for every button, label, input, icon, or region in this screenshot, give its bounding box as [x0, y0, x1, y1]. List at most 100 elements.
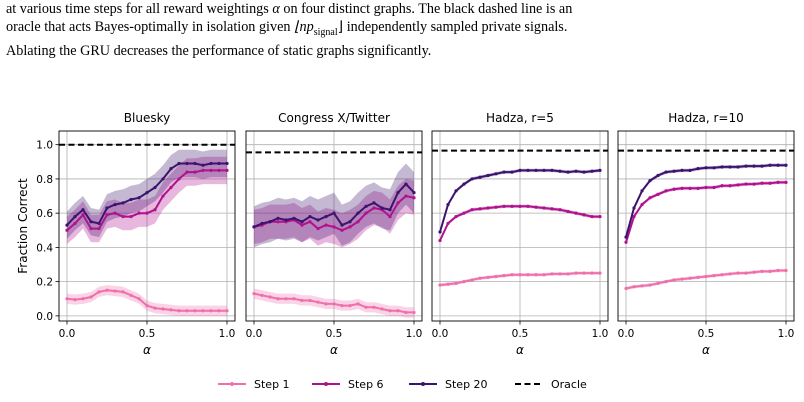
data-point-step1 — [356, 302, 360, 306]
data-point-step20 — [632, 206, 636, 210]
y-tick-label: 0.6 — [36, 208, 53, 220]
data-point-step6 — [446, 221, 450, 226]
data-point-step20 — [81, 208, 85, 212]
data-point-step20 — [340, 223, 344, 227]
x-axis-label: α — [330, 343, 338, 357]
data-point-step6 — [153, 208, 157, 212]
data-point-step6 — [696, 186, 700, 190]
data-point-step1 — [73, 298, 77, 302]
x-tick-label: 1.0 — [592, 328, 609, 340]
data-point-step1 — [209, 309, 213, 313]
data-point-step6 — [300, 223, 304, 227]
x-tick-label: 0.5 — [698, 328, 715, 340]
data-point-step20 — [169, 167, 173, 171]
data-point-step6 — [470, 208, 474, 212]
data-point-step1 — [768, 269, 772, 273]
legend-label: Oracle — [551, 378, 587, 391]
data-point-step6 — [97, 226, 101, 231]
data-point-step20 — [185, 161, 189, 166]
panel-title: Bluesky — [124, 111, 170, 125]
data-point-step20 — [454, 189, 458, 193]
y-tick-label: 0.2 — [36, 277, 53, 289]
data-point-step6 — [185, 170, 189, 174]
data-point-step1 — [590, 271, 594, 275]
data-point-step20 — [438, 230, 442, 234]
data-point-step1 — [744, 271, 748, 275]
data-point-step20 — [664, 170, 668, 174]
data-point-step20 — [736, 165, 740, 169]
data-point-step6 — [316, 226, 320, 231]
data-point-step1 — [340, 303, 344, 308]
data-point-step6 — [640, 203, 644, 207]
data-point-step6 — [526, 204, 530, 208]
chart-panel-2: 0.0 0.5 1.0 Congress X/Twitter α — [245, 111, 423, 357]
data-point-step6 — [494, 205, 498, 209]
data-point-step1 — [680, 277, 684, 281]
data-point-step1 — [404, 310, 408, 315]
data-point-step6 — [438, 238, 442, 243]
data-point-step6 — [388, 214, 392, 219]
data-point-step1 — [177, 309, 181, 313]
panel-title: Hadza, r=10 — [668, 111, 744, 125]
data-point-step6 — [558, 208, 562, 212]
data-point-step6 — [664, 189, 668, 193]
data-point-step6 — [225, 168, 229, 172]
data-point-step1 — [332, 302, 336, 306]
data-point-step20 — [404, 182, 408, 186]
data-point-step20 — [316, 218, 320, 222]
data-point-step6 — [518, 204, 522, 208]
data-point-step6 — [217, 168, 221, 172]
data-point-step1 — [648, 283, 652, 287]
caption-line-1: at various time steps for all reward wei… — [6, 0, 798, 18]
data-point-step20 — [201, 163, 205, 167]
y-tick-label: 0.8 — [36, 174, 53, 186]
data-point-step1 — [161, 307, 165, 311]
data-point-step1 — [438, 283, 442, 287]
x-axis-label: α — [702, 343, 710, 357]
data-point-step6 — [193, 170, 197, 174]
data-point-step6 — [760, 181, 764, 185]
data-point-step6 — [590, 214, 594, 219]
caption-alpha: α — [272, 1, 280, 17]
data-point-step20 — [680, 168, 684, 172]
data-point-step1 — [720, 273, 724, 277]
data-point-step1 — [292, 297, 296, 301]
data-point-step20 — [744, 164, 748, 168]
data-point-step6 — [412, 196, 416, 200]
data-point-step6 — [744, 182, 748, 186]
legend-label: Step 1 — [254, 378, 290, 391]
data-point-step1 — [728, 272, 732, 276]
data-point-step1 — [446, 282, 450, 286]
data-point-step1 — [284, 297, 288, 301]
data-point-step1 — [316, 300, 320, 304]
data-point-step1 — [113, 289, 117, 293]
data-point-step1 — [494, 274, 498, 279]
data-point-step1 — [276, 297, 280, 301]
data-point-step20 — [486, 173, 490, 178]
data-point-step1 — [412, 310, 416, 315]
data-point-step20 — [558, 169, 562, 173]
data-point-step20 — [105, 206, 109, 210]
data-point-step20 — [720, 165, 724, 169]
data-point-step1 — [712, 274, 716, 278]
data-point-step1 — [193, 309, 197, 313]
data-point-step20 — [193, 161, 197, 166]
data-point-step1 — [153, 306, 157, 310]
data-point-step20 — [550, 168, 554, 172]
data-point-step1 — [388, 309, 392, 313]
data-point-step20 — [502, 170, 506, 174]
data-point-step6 — [348, 225, 352, 229]
data-point-step6 — [598, 214, 602, 219]
data-point-step6 — [169, 185, 173, 190]
x-tick-label: 1.0 — [219, 328, 236, 340]
data-point-step6 — [113, 211, 117, 215]
data-point-step1 — [217, 309, 221, 313]
data-point-step1 — [736, 271, 740, 275]
legend-marker — [324, 382, 328, 386]
data-point-step6 — [768, 181, 772, 185]
data-point-step6 — [276, 220, 280, 224]
data-point-step20 — [348, 220, 352, 224]
data-point-step1 — [364, 305, 368, 309]
data-point-step20 — [656, 173, 660, 178]
